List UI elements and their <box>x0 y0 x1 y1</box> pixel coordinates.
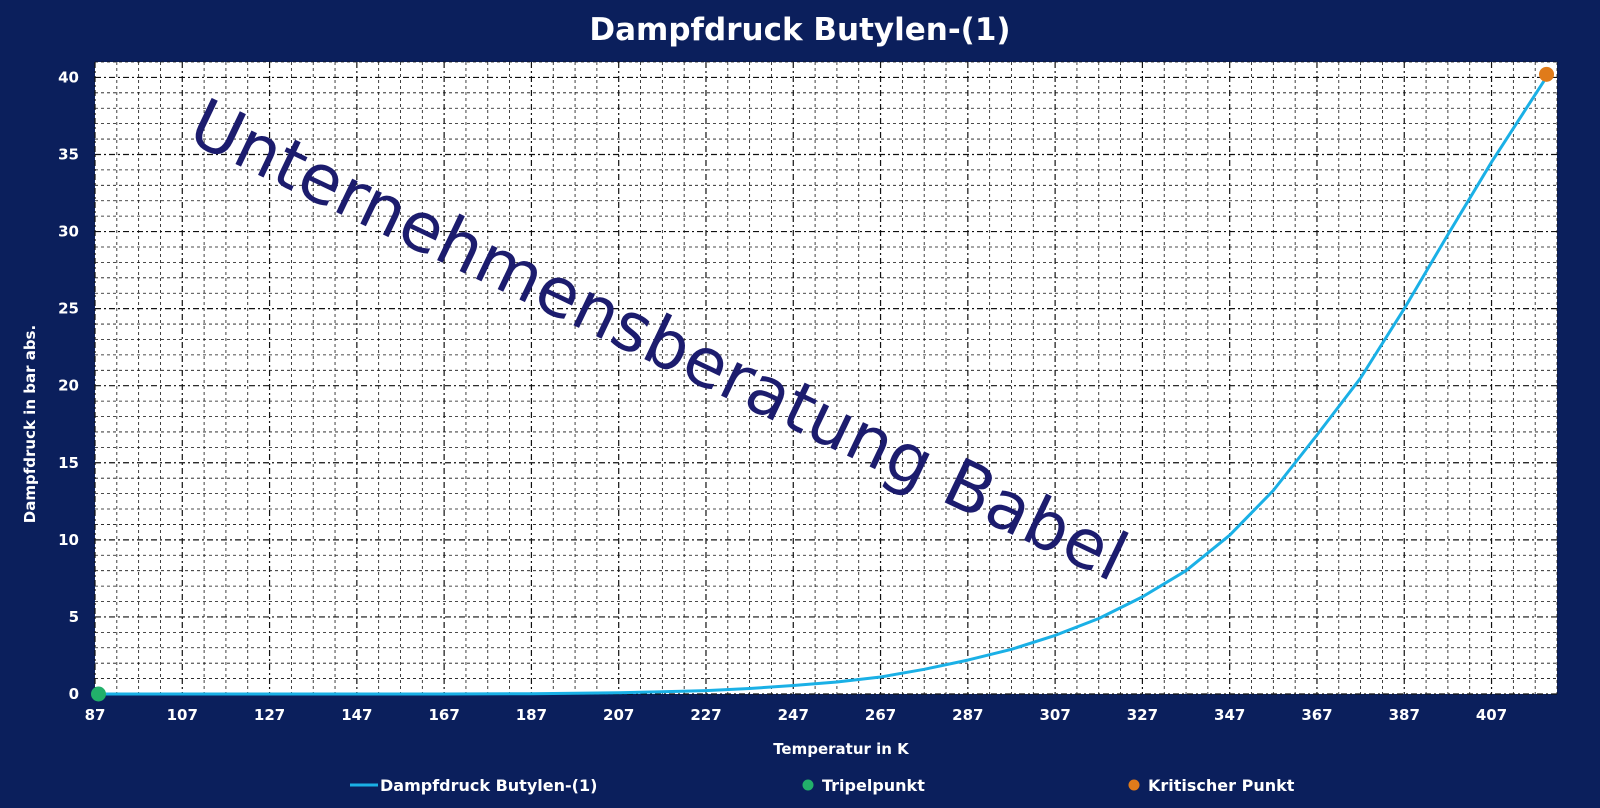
plot-area <box>95 62 1557 694</box>
x-tick-label: 187 <box>516 706 547 724</box>
y-tick-label: 15 <box>58 454 79 472</box>
y-tick-label: 20 <box>58 377 79 395</box>
x-tick-label: 407 <box>1476 706 1507 724</box>
x-tick-label: 127 <box>254 706 285 724</box>
y-tick-label: 30 <box>58 223 79 241</box>
x-tick-labels: 87 107 127 147 167 187 207 227 247 267 287 307 327 34… <box>85 706 1508 724</box>
legend-label: Tripelpunkt <box>822 776 925 795</box>
kritischer-punkt-marker <box>1539 66 1555 82</box>
legend: Dampfdruck Butylen-(1) Tripelpunkt Kritisc… <box>350 776 1295 795</box>
series-layer <box>90 66 1555 702</box>
y-tick-label: 5 <box>69 608 79 626</box>
y-tick-label: 35 <box>58 145 79 163</box>
x-tick-label: 367 <box>1301 706 1332 724</box>
x-axis-label: Temperatur in K <box>773 740 910 758</box>
x-tick-label: 347 <box>1214 706 1245 724</box>
x-tick-label: 107 <box>167 706 198 724</box>
y-tick-label: 10 <box>58 531 79 549</box>
chart-title: Dampfdruck Butylen-(1) <box>589 12 1010 48</box>
x-tick-label: 307 <box>1039 706 1070 724</box>
x-tick-label: 207 <box>603 706 634 724</box>
x-tick-label: 267 <box>865 706 896 724</box>
y-tick-labels: 0 5 10 15 20 25 30 35 40 <box>58 68 79 703</box>
y-axis-label: Dampfdruck in bar abs. <box>21 325 39 523</box>
x-tick-label: 167 <box>428 706 459 724</box>
series-line-dampfdruck <box>95 73 1550 696</box>
tripelpunkt-marker <box>90 686 106 702</box>
y-tick-label: 0 <box>69 685 79 703</box>
x-tick-label: 387 <box>1389 706 1420 724</box>
legend-point-swatch <box>1128 779 1140 791</box>
x-tick-label: 227 <box>690 706 721 724</box>
x-tick-label: 87 <box>85 706 106 724</box>
grid <box>94 61 1558 695</box>
x-tick-label: 147 <box>341 706 372 724</box>
legend-label: Kritischer Punkt <box>1148 776 1295 795</box>
x-tick-label: 247 <box>778 706 809 724</box>
y-tick-label: 40 <box>58 68 79 86</box>
legend-point-swatch <box>802 779 814 791</box>
y-tick-label: 25 <box>58 300 79 318</box>
x-tick-label: 287 <box>952 706 983 724</box>
x-tick-label: 327 <box>1127 706 1158 724</box>
legend-label: Dampfdruck Butylen-(1) <box>380 776 597 795</box>
